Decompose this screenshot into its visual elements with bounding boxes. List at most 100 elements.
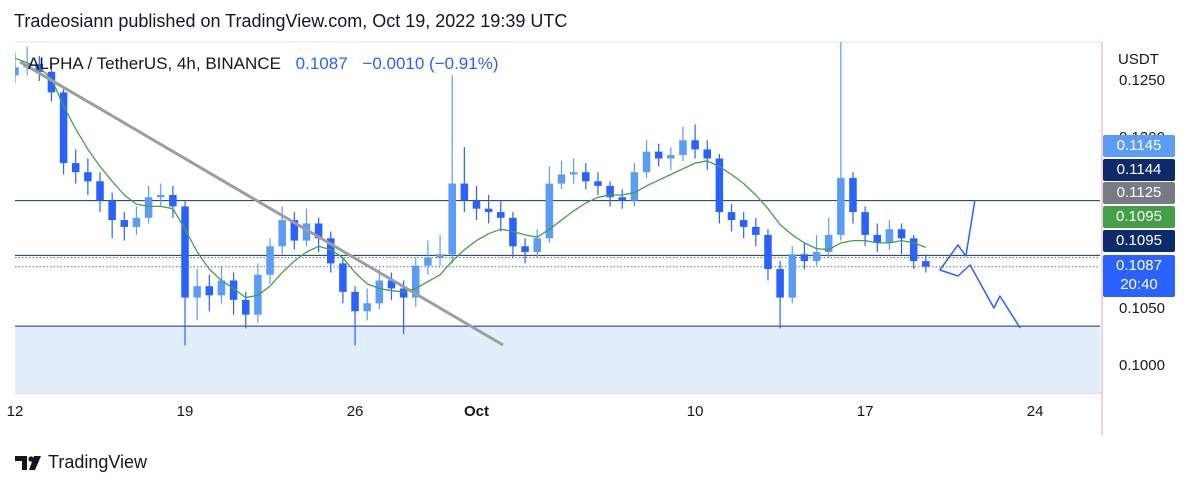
candle-body xyxy=(144,197,153,218)
x-tick-label: 26 xyxy=(347,403,364,420)
price-badge xyxy=(1103,255,1175,297)
legend: ALPHA / TetherUS, 4h, BINANCE 0.1087 −0.… xyxy=(28,54,505,74)
plot-area xyxy=(15,42,1100,393)
candle-body xyxy=(169,194,177,207)
candle-body xyxy=(569,172,578,175)
candle-body xyxy=(96,181,104,201)
candle-body xyxy=(71,163,80,173)
support-zone xyxy=(15,326,1100,393)
y-tick-label: 0.1050 xyxy=(1119,300,1165,317)
candle-body xyxy=(764,234,772,270)
candle-body xyxy=(582,172,590,182)
candle-body xyxy=(266,246,274,275)
candle-body xyxy=(873,234,882,243)
candle-body xyxy=(399,288,408,298)
candle-body xyxy=(217,280,226,296)
candle-body xyxy=(788,254,797,298)
candle-body xyxy=(15,67,19,76)
candle-body xyxy=(715,158,724,213)
candle-body xyxy=(521,246,529,252)
candle-body xyxy=(752,226,760,235)
price-badge-countdown: 20:40 xyxy=(1120,276,1158,293)
candle-body xyxy=(533,238,541,252)
price-badge xyxy=(1103,230,1175,252)
candle-body xyxy=(387,280,396,289)
candle-body xyxy=(84,172,92,182)
legend-change: −0.0010 (−0.91%) xyxy=(362,54,499,73)
candle-body xyxy=(412,265,420,298)
candle-body xyxy=(290,220,299,241)
candle-body xyxy=(120,220,129,227)
candle-body xyxy=(436,254,444,258)
candle-body xyxy=(314,223,323,239)
chart-title: Tradeosiann published on TradingView.com… xyxy=(14,11,567,31)
y-tick-label: 0.1000 xyxy=(1119,357,1165,374)
candle-body xyxy=(241,299,250,315)
candle-body xyxy=(278,220,286,247)
candle-body xyxy=(679,140,687,156)
candle-body xyxy=(606,185,614,198)
candle-body xyxy=(363,303,371,312)
projection-path xyxy=(939,264,1021,329)
price-badge xyxy=(1103,135,1175,157)
x-tick-label: 17 xyxy=(857,403,874,420)
price-badge-label: 0.1095 xyxy=(1116,208,1162,225)
candle-body xyxy=(47,71,56,93)
candle-body xyxy=(885,229,894,243)
x-tick-label: 12 xyxy=(7,403,24,420)
candle-body xyxy=(132,217,141,227)
candle-body xyxy=(193,286,201,298)
price-badge-label: 0.1087 xyxy=(1116,257,1162,274)
candle-body xyxy=(448,183,456,255)
candle-body xyxy=(812,251,821,262)
candle-body xyxy=(326,238,335,264)
x-tick-label: 19 xyxy=(177,403,194,420)
currency-label: USDT xyxy=(1118,51,1159,68)
candle-body xyxy=(654,151,663,159)
candle-body xyxy=(727,212,736,221)
candle-body xyxy=(897,229,906,239)
candle-body xyxy=(339,263,347,292)
projection-path xyxy=(939,199,976,271)
legend-last: 0.1087 xyxy=(295,54,348,73)
footer-brand: TradingView xyxy=(48,452,148,472)
candle-body xyxy=(557,174,566,184)
candle-body xyxy=(776,269,784,298)
price-badge-label: 0.1145 xyxy=(1117,137,1162,154)
candle-body xyxy=(59,92,68,164)
candle-body xyxy=(181,206,189,298)
candle-body xyxy=(667,155,675,159)
candle-body xyxy=(205,286,214,296)
price-badge-label: 0.1144 xyxy=(1117,161,1162,178)
candle-body xyxy=(108,200,116,221)
price-badge xyxy=(1103,159,1175,181)
candle-body xyxy=(375,280,384,304)
candle-body xyxy=(800,254,809,262)
legend-symbol: ALPHA / TetherUS, 4h, BINANCE xyxy=(28,54,281,73)
candle-body xyxy=(703,149,712,159)
candle-body xyxy=(545,183,554,239)
price-badge-label: 0.1125 xyxy=(1117,184,1162,201)
trendline xyxy=(19,60,504,347)
candle-body xyxy=(691,140,699,150)
candle-body xyxy=(472,200,481,209)
candle-body xyxy=(229,280,238,300)
price-badge-label: 0.1095 xyxy=(1116,232,1162,249)
candle-body xyxy=(594,181,602,186)
price-badge xyxy=(1103,206,1175,228)
x-tick-label: 24 xyxy=(1027,403,1044,420)
candle-body xyxy=(156,194,165,198)
candle-body xyxy=(484,208,493,213)
candle-body xyxy=(618,197,626,201)
candle-body xyxy=(922,261,930,267)
candle-body xyxy=(351,291,359,312)
logo xyxy=(15,456,41,470)
moving-average xyxy=(15,57,927,299)
candle-body xyxy=(497,212,505,218)
candle-body xyxy=(739,220,748,227)
y-tick-label: 0.1250 xyxy=(1119,72,1165,89)
price-badge xyxy=(1103,182,1175,204)
x-tick-label: Oct xyxy=(464,403,489,420)
